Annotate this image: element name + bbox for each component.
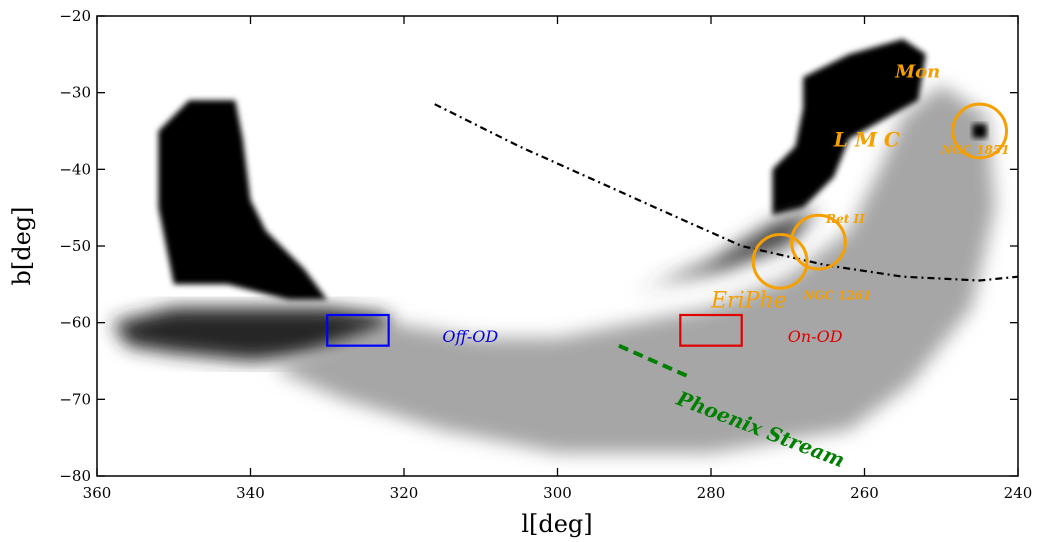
density-bridge-tail xyxy=(112,307,389,361)
overlay-shapes xyxy=(326,102,1008,347)
density-lmc-body xyxy=(772,39,926,216)
density-lmc-halo xyxy=(273,85,995,453)
annotation-ngc-1261: NGC 1261 xyxy=(802,289,871,303)
annotation-eriphe: EriPhe xyxy=(710,288,787,313)
annotation-mon: Mon xyxy=(894,61,940,82)
annotation-l-m-c: L M C xyxy=(833,127,900,151)
annotation-on-od: On-OD xyxy=(788,327,843,346)
ngc-1851-circle xyxy=(951,102,1008,160)
x-axis-label: l[deg] xyxy=(521,510,592,538)
y-axis-label: b[deg] xyxy=(8,206,36,285)
annotation-ret-ii: Ret II xyxy=(825,212,865,226)
phoenix-track-line xyxy=(618,343,689,379)
y-tick-label: −70 xyxy=(59,390,91,408)
overlay-lines xyxy=(434,103,1018,379)
density-lmc-outskirts xyxy=(634,207,819,292)
annotation-ngc-1851: NGC 1851 xyxy=(940,143,1009,157)
off-od-box xyxy=(326,313,390,347)
annotation-off-od: Off-OD xyxy=(442,327,498,346)
y-tick-label: −30 xyxy=(59,84,91,102)
x-tick-label: 320 xyxy=(390,484,419,502)
x-axis-ticks: 360 340 320 300 280 260 240 xyxy=(83,16,1033,502)
x-tick-label: 340 xyxy=(236,484,265,502)
y-tick-label: −50 xyxy=(59,237,91,255)
density-regions xyxy=(112,39,995,453)
y-tick-label: −40 xyxy=(59,160,91,178)
density-smc-region xyxy=(158,100,328,300)
x-tick-label: 260 xyxy=(850,484,879,502)
ngc-1261-circle xyxy=(751,232,809,290)
on-od-box xyxy=(679,313,743,347)
lmc-arc-line xyxy=(434,103,1018,282)
ret-ii-circle xyxy=(790,213,847,271)
y-tick-label: −60 xyxy=(59,314,91,332)
x-tick-label: 300 xyxy=(543,484,572,502)
ngc1851-core xyxy=(972,124,987,138)
x-tick-label: 360 xyxy=(83,484,112,502)
y-tick-label: −80 xyxy=(59,467,91,485)
x-tick-label: 240 xyxy=(1004,484,1033,502)
x-tick-label: 280 xyxy=(697,484,726,502)
y-axis-ticks: −20 −30 −40 −50 −60 −70 −80 xyxy=(59,7,1018,485)
y-tick-label: −20 xyxy=(59,7,91,25)
